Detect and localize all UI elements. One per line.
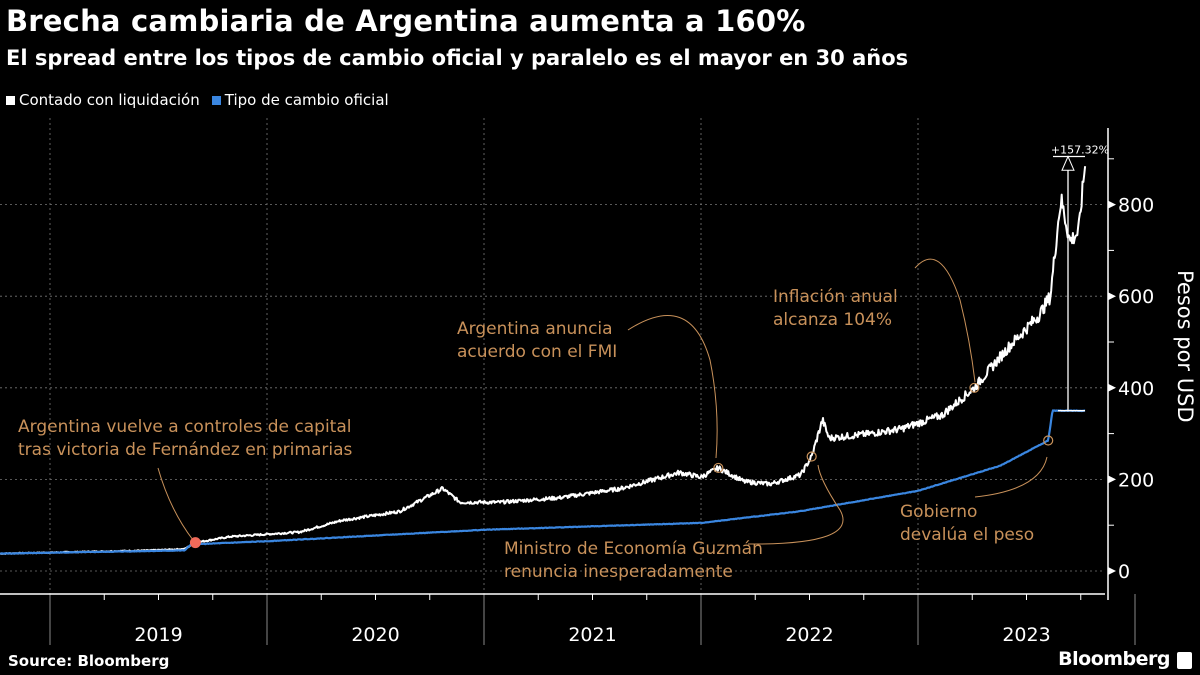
series-line-official [0,409,1086,555]
y-tick-label: 400 [1118,378,1154,400]
legend-label: Contado con liquidación [19,91,200,109]
legend-swatch-white [6,95,15,105]
annotation-text: Argentina vuelve a controles de capital [18,417,351,437]
annotation-leader [914,258,976,383]
y-tick [1108,567,1116,575]
source-note: Source: Bloomberg [8,652,170,670]
bloomberg-logo: Bloomberg [1058,648,1170,670]
x-tick-label: 2022 [785,624,833,646]
annotation-text: devalúa el peso [900,525,1034,545]
annotation-marker [969,382,980,393]
y-tick [1108,383,1116,392]
annotation-text: tras victoria de Fernández en primarias [18,440,353,460]
legend-item-official: Tipo de cambio oficial [211,91,389,109]
x-tick-label: 2019 [134,624,182,646]
annotation-leader [627,315,718,459]
annotation-leader [157,467,194,541]
y-axis-title: Pesos por USD [1173,270,1197,423]
chart-title: Brecha cambiaria de Argentina aumenta a … [6,4,806,38]
x-tick-label: 2020 [351,624,399,646]
y-tick-label: 200 [1118,469,1154,491]
legend-label: Tipo de cambio oficial [224,91,389,109]
annotation-3: Ministro de Economía Guzmán renuncia ines… [504,451,844,582]
annotation-4: Inflación anual alcanza 104% [773,258,980,393]
annotation-leader [974,456,1048,498]
annotation-text: renuncia inesperadamente [504,562,733,582]
y-tick-label: 600 [1118,286,1154,308]
y-tick [1108,292,1116,301]
y-tick-label: 800 [1118,195,1154,217]
annotation-1: Argentina vuelve a controles de capital t… [18,417,353,549]
legend: Contado con liquidación Tipo de cambio o… [6,91,389,109]
gap-arrow-icon [1061,155,1075,171]
annotation-leader [747,464,844,545]
y-tick [1108,475,1116,484]
annotation-text: Argentina anuncia [457,319,613,339]
y-tick-label: 0 [1118,561,1130,583]
annotation-5: Gobierno devalúa el peso [900,435,1054,545]
annotation-text: Gobierno [900,502,977,522]
annotation-marker [713,462,724,474]
annotation-2: Argentina anuncia acuerdo con el FMI [457,315,724,474]
x-tick-label: 2021 [568,624,616,646]
chart-subtitle: El spread entre los tipos de cambio ofic… [6,46,909,70]
annotation-text: Inflación anual [773,287,898,307]
annotation-text: Ministro de Economía Guzmán [504,539,763,559]
y-tick [1108,200,1116,209]
legend-item-ccl: Contado con liquidación [6,91,200,109]
annotation-marker [1043,435,1054,446]
annotation-text: acuerdo con el FMI [457,342,617,362]
annotation-text: alcanza 104% [773,310,892,330]
legend-swatch-blue [211,95,221,105]
x-tick-label: 2023 [1002,624,1050,646]
gap-label: +157.32% [1051,144,1109,157]
bloomberg-chart-icon [1177,652,1192,669]
annotation-marker [189,537,201,549]
annotation-marker [806,451,817,462]
